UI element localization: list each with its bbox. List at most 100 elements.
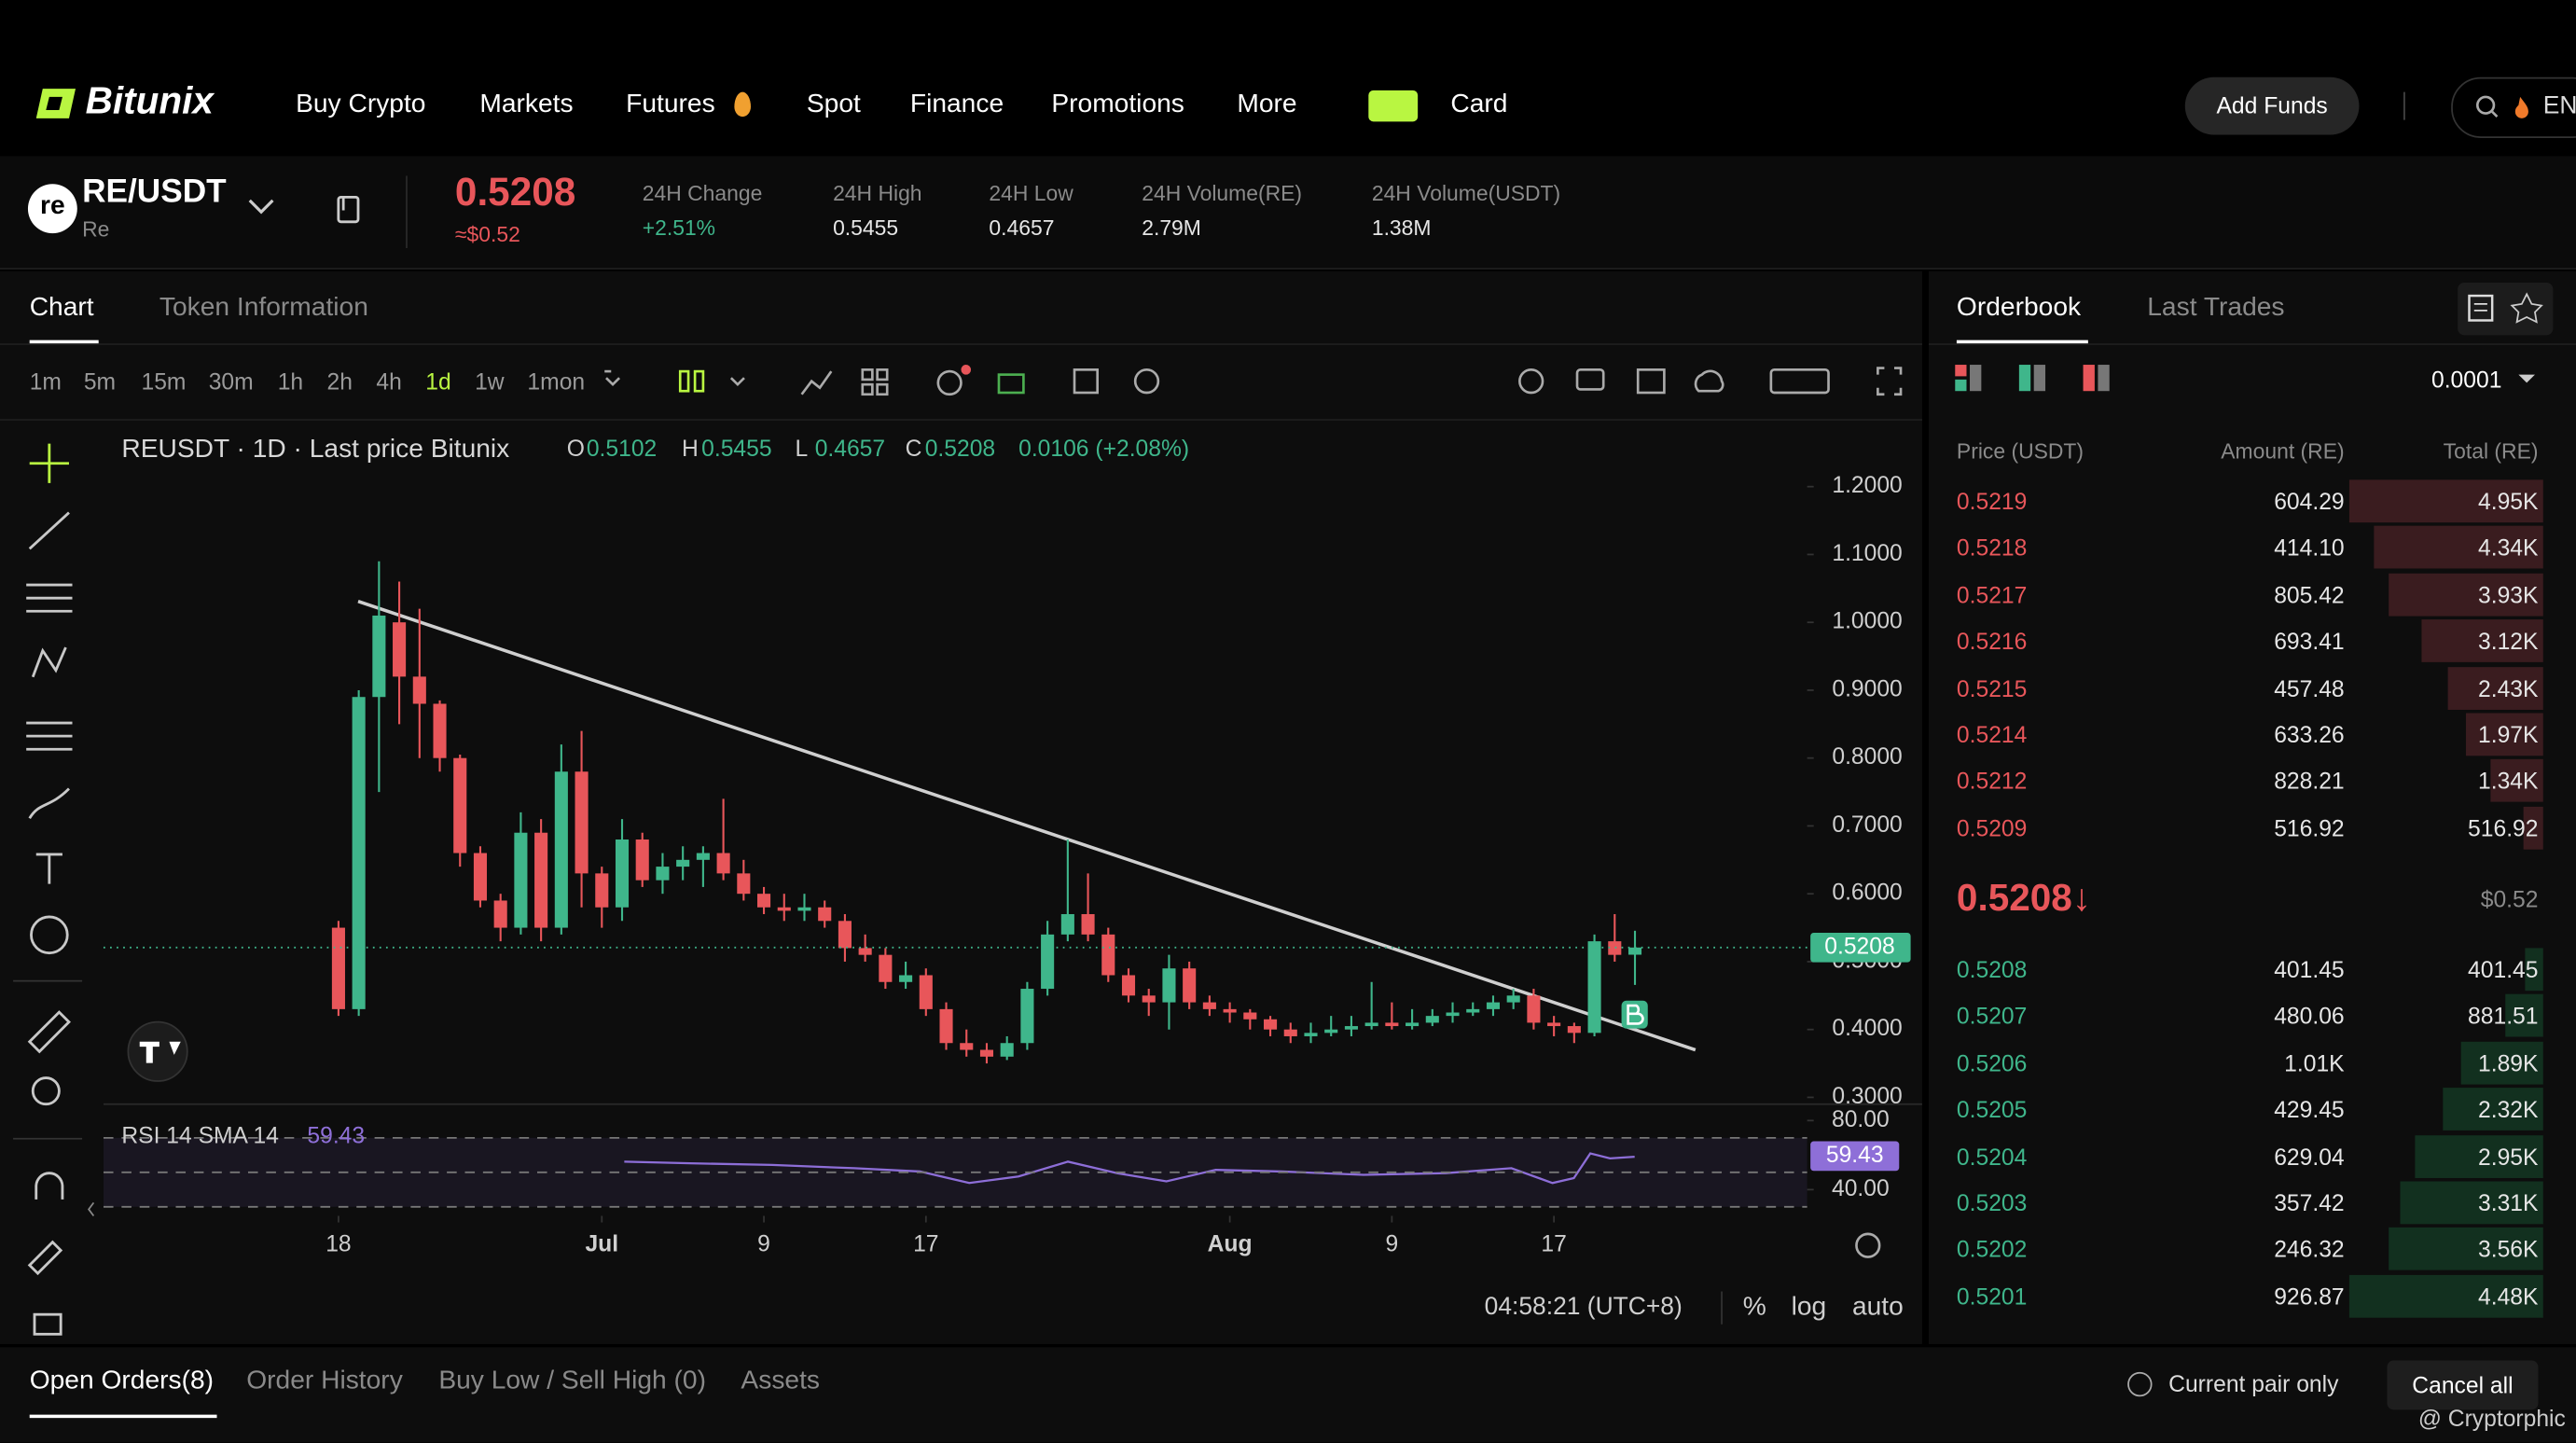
precision[interactable]: 0.0001 bbox=[2431, 366, 2502, 393]
brand-name[interactable]: Bitunix bbox=[85, 78, 214, 122]
amount: 516.92 bbox=[2274, 814, 2345, 841]
stat-value: +2.51% bbox=[642, 215, 716, 241]
bottom-tab[interactable]: Order History bbox=[246, 1367, 403, 1395]
book-mode-icons[interactable] bbox=[1955, 365, 2119, 395]
fullscreen-icon[interactable] bbox=[1877, 367, 1903, 396]
price[interactable]: 0.5204 bbox=[1956, 1143, 2028, 1170]
compass-icon[interactable] bbox=[1518, 368, 1544, 395]
popout-icon[interactable] bbox=[1073, 368, 1099, 395]
bottom-tab[interactable]: Open Orders(8) bbox=[29, 1367, 215, 1395]
chat-icon[interactable] bbox=[1575, 368, 1605, 391]
bottom-tab[interactable]: Buy Low / Sell High (0) bbox=[438, 1367, 706, 1395]
price[interactable]: 0.5215 bbox=[1956, 674, 2028, 701]
price[interactable]: 0.5219 bbox=[1956, 488, 2028, 515]
indicators-icon[interactable] bbox=[800, 370, 833, 395]
lock-tool[interactable] bbox=[33, 1312, 62, 1336]
precision-dropdown[interactable] bbox=[2517, 371, 2537, 388]
interval[interactable]: 1w bbox=[475, 368, 505, 395]
orderbook-tab[interactable]: Last Trades bbox=[2147, 294, 2285, 323]
candle-body bbox=[1324, 1029, 1338, 1034]
alert-icon[interactable] bbox=[936, 369, 963, 396]
brush-tool[interactable] bbox=[28, 787, 70, 819]
fib-tool[interactable] bbox=[26, 721, 73, 751]
interval[interactable]: 1m bbox=[29, 368, 62, 395]
chart-tab[interactable]: Chart bbox=[29, 294, 94, 323]
candle-body bbox=[433, 703, 447, 758]
magnet-tool[interactable] bbox=[35, 1172, 64, 1200]
price[interactable]: 0.5208 bbox=[1956, 956, 2028, 983]
nav-item[interactable]: Markets bbox=[479, 90, 574, 118]
lines-tool[interactable] bbox=[26, 583, 73, 613]
price[interactable]: 0.5214 bbox=[1956, 721, 2028, 748]
collapse-icon[interactable] bbox=[88, 1201, 95, 1217]
price[interactable]: 0.5207 bbox=[1956, 1003, 2028, 1030]
price[interactable]: 0.5209 bbox=[1956, 814, 2028, 841]
interval[interactable]: 5m bbox=[83, 368, 117, 395]
scale-option[interactable]: auto bbox=[1852, 1291, 1904, 1321]
trendline-tool[interactable] bbox=[28, 511, 70, 550]
nav-item[interactable]: Finance bbox=[909, 90, 1004, 118]
layout-icon[interactable] bbox=[861, 368, 874, 382]
search-pill[interactable] bbox=[2451, 76, 2576, 138]
pattern-tool[interactable] bbox=[31, 646, 67, 678]
zoom-tool[interactable] bbox=[31, 1076, 61, 1106]
nav-item[interactable]: Spot bbox=[806, 90, 861, 118]
price[interactable]: 0.5205 bbox=[1956, 1096, 2028, 1123]
interval[interactable]: 30m bbox=[208, 368, 254, 395]
current-pair-radio[interactable] bbox=[2127, 1371, 2153, 1397]
pair[interactable]: RE/USDT bbox=[82, 173, 227, 211]
candle-type-icon[interactable] bbox=[678, 369, 690, 393]
nav-item[interactable]: Card bbox=[1450, 90, 1508, 118]
scale-option[interactable]: log bbox=[1792, 1291, 1827, 1321]
price[interactable]: 0.5218 bbox=[1956, 534, 2028, 562]
price[interactable]: 0.5217 bbox=[1956, 581, 2028, 608]
interval-dropdown[interactable] bbox=[605, 377, 621, 387]
text-tool[interactable] bbox=[35, 853, 62, 884]
interval[interactable]: 1d bbox=[425, 368, 451, 395]
replay-icon[interactable] bbox=[997, 373, 1025, 395]
price[interactable]: 0.5206 bbox=[1956, 1049, 2028, 1076]
nav-item[interactable]: Futures bbox=[626, 90, 715, 118]
nav-item[interactable]: Promotions bbox=[1051, 90, 1184, 118]
y-tick-label: 0.9000 bbox=[1832, 676, 1902, 701]
settings-icon[interactable] bbox=[1133, 368, 1160, 395]
interval[interactable]: 4h bbox=[376, 368, 402, 395]
orderbook-tab[interactable]: Orderbook bbox=[1956, 294, 2082, 323]
nav-item[interactable]: More bbox=[1237, 90, 1297, 118]
price[interactable]: 0.5203 bbox=[1956, 1189, 2028, 1216]
tradingview-logo[interactable] bbox=[127, 1020, 188, 1082]
scale-option[interactable]: % bbox=[1743, 1291, 1766, 1321]
price[interactable]: 0.5201 bbox=[1956, 1283, 2028, 1310]
add-funds-button[interactable]: Add Funds bbox=[2184, 76, 2360, 135]
calendar-icon[interactable] bbox=[1636, 368, 1666, 395]
emoji-tool[interactable] bbox=[30, 915, 69, 955]
chart-tab[interactable]: Token Information bbox=[159, 294, 368, 323]
depth-bar bbox=[2415, 1134, 2543, 1178]
interval[interactable]: 1h bbox=[277, 368, 304, 395]
price[interactable]: 0.5202 bbox=[1956, 1236, 2028, 1263]
interval[interactable]: 15m bbox=[141, 368, 187, 395]
language[interactable]: EN bbox=[2542, 91, 2576, 120]
bos-icon[interactable] bbox=[1769, 368, 1830, 395]
lock-draw-tool[interactable] bbox=[27, 1240, 63, 1276]
mid-price: 0.5208↓ bbox=[1956, 875, 2092, 919]
type-dropdown[interactable] bbox=[729, 377, 745, 387]
ruler-tool[interactable] bbox=[27, 1010, 71, 1054]
depth-bar bbox=[2389, 573, 2543, 617]
trendline-drawing[interactable] bbox=[357, 600, 1697, 1052]
candle-body bbox=[1446, 1012, 1460, 1017]
price[interactable]: 0.5216 bbox=[1956, 628, 2028, 655]
crosshair-tool[interactable] bbox=[29, 443, 69, 483]
nav-item[interactable]: Buy Crypto bbox=[296, 90, 426, 118]
cancel-all-button[interactable]: Cancel all bbox=[2387, 1360, 2539, 1410]
pair-dropdown[interactable] bbox=[246, 196, 276, 215]
favorite-icon[interactable] bbox=[335, 195, 361, 226]
interval[interactable]: 1mon bbox=[527, 368, 586, 395]
bottom-tab[interactable]: Assets bbox=[741, 1367, 821, 1395]
cloud-icon[interactable] bbox=[1694, 369, 1724, 393]
total: 2.43K bbox=[2478, 674, 2539, 701]
chart-settings-icon[interactable] bbox=[1855, 1232, 1881, 1258]
price[interactable]: 0.5212 bbox=[1956, 768, 2028, 795]
stat-label: 24H Volume(RE) bbox=[1142, 180, 1303, 206]
interval[interactable]: 2h bbox=[326, 368, 353, 395]
